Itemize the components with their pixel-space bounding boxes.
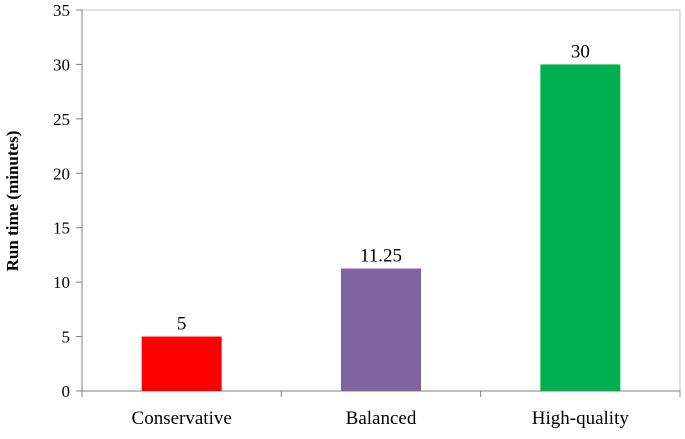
bars — [141, 64, 621, 391]
x-tick-label: Conservative — [132, 408, 232, 429]
y-axis-title: Run time (minutes) — [3, 131, 22, 272]
x-tick-label: High-quality — [532, 408, 630, 429]
data-labels: 5 11.25 30 — [177, 41, 590, 334]
bar — [141, 336, 222, 391]
y-axis: 0 5 10 15 20 25 30 35 — [53, 1, 83, 401]
y-tick-label: 5 — [62, 328, 71, 347]
bar-value-label: 11.25 — [360, 246, 402, 267]
x-axis: Conservative Balanced High-quality — [81, 390, 681, 429]
x-tick-label: Balanced — [346, 408, 417, 429]
y-tick-label: 35 — [53, 1, 70, 20]
bar — [341, 268, 421, 391]
y-tick-label: 20 — [53, 164, 70, 183]
bar-value-label: 5 — [177, 314, 187, 335]
y-tick-label: 25 — [53, 110, 70, 129]
bar — [540, 64, 621, 391]
y-tick-label: 15 — [53, 219, 70, 238]
y-tick-label: 10 — [53, 273, 70, 292]
y-tick-label: 30 — [53, 55, 70, 74]
y-tick-label: 0 — [62, 382, 71, 401]
bar-value-label: 30 — [571, 41, 590, 62]
